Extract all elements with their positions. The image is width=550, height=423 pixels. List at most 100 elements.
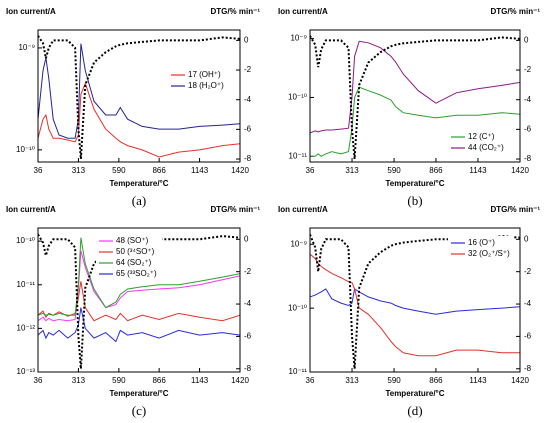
x-tick-label: 1143: [469, 166, 487, 175]
x-tick-label: 36: [34, 166, 43, 175]
y-tick-label: 10⁻⁹: [290, 239, 307, 248]
y2-tick-label: -2: [524, 267, 532, 276]
y-tick-label: 10⁻¹¹: [17, 280, 36, 289]
y-tick-label: 10⁻⁹: [18, 43, 35, 52]
series-line: [310, 253, 520, 357]
y-tick-label: 10⁻¹³: [17, 367, 36, 376]
series-line: [310, 86, 520, 157]
y-tick-label: 10⁻⁹: [290, 34, 307, 43]
x-axis-title: Temperature/°C: [109, 389, 168, 398]
legend-label: 44 (CO₂⁺): [468, 143, 504, 152]
y2-tick-label: -2: [244, 65, 252, 74]
x-tick-label: 1420: [511, 376, 529, 385]
y2-tick-label: 0: [244, 35, 249, 44]
y2-tick-label: -2: [524, 65, 532, 74]
series-line: [38, 43, 240, 139]
legend-label: 17 (OH⁺): [188, 70, 221, 79]
y2-tick-label: -6: [244, 332, 252, 341]
y2-tick-label: -4: [244, 95, 252, 104]
y-axis-title: Ion current/A: [6, 205, 56, 214]
y2-tick-label: -8: [524, 364, 532, 373]
y2-tick-label: -4: [524, 95, 532, 104]
x-tick-label: 36: [306, 376, 315, 385]
y2-tick-label: -6: [244, 124, 252, 133]
panel-label: (c): [132, 403, 146, 418]
x-tick-label: 590: [112, 166, 126, 175]
y2-tick-label: -4: [524, 299, 532, 308]
dtg-line: [310, 234, 520, 369]
x-tick-label: 1143: [469, 376, 487, 385]
x-tick-label: 590: [387, 376, 401, 385]
legend-label: 48 (SO⁺): [116, 236, 149, 245]
series-line: [310, 40, 520, 134]
x-tick-label: 866: [152, 166, 166, 175]
series-line: [310, 288, 520, 315]
x-axis-title: Temperature/°C: [109, 179, 168, 188]
legend-box: [448, 236, 514, 262]
x-axis-title: Temperature/°C: [385, 389, 444, 398]
y-tick-label: 10⁻¹¹: [289, 151, 308, 160]
y2-tick-label: -8: [244, 364, 252, 373]
y2-tick-label: 0: [524, 234, 529, 243]
plot-frame: [309, 29, 521, 163]
x-tick-label: 590: [112, 376, 126, 385]
series-line: [38, 307, 240, 343]
x-tick-label: 313: [72, 166, 86, 175]
x-tick-label: 1420: [231, 376, 249, 385]
x-tick-label: 313: [345, 166, 359, 175]
y-tick-label: 10⁻¹¹: [289, 367, 308, 376]
legend-label: 12 (C⁺): [468, 132, 495, 141]
dtg-line: [310, 35, 520, 160]
x-tick-label: 1420: [511, 166, 529, 175]
series-line: [38, 250, 240, 322]
x-tick-label: 36: [306, 166, 315, 175]
y2-axis-title: DTG/% min⁻¹: [210, 7, 260, 16]
legend-label: 50 (³⁴SO⁺): [116, 247, 155, 256]
panel-label: (a): [132, 193, 146, 208]
panel-label: (d): [407, 403, 422, 418]
series-line: [38, 81, 240, 158]
y-tick-label: 10⁻¹⁰: [288, 93, 307, 102]
y2-tick-label: -2: [244, 267, 252, 276]
y-axis-title: Ion current/A: [278, 7, 328, 16]
x-tick-label: 313: [345, 376, 359, 385]
y-tick-label: 10⁻¹⁰: [16, 145, 35, 154]
panel-label: (b): [407, 193, 422, 208]
plot-frame: [309, 227, 521, 373]
dtg-line: [38, 233, 240, 369]
y-axis-title: Ion current/A: [6, 7, 56, 16]
x-tick-label: 36: [34, 376, 43, 385]
y-tick-label: 10⁻¹²: [17, 323, 36, 332]
legend-box: [168, 68, 234, 94]
y2-tick-label: -8: [524, 154, 532, 163]
legend-label: 32 (O₂⁺/S⁺): [468, 249, 510, 258]
x-tick-label: 866: [152, 376, 166, 385]
legend-label: 18 (H₂O⁺): [188, 81, 224, 90]
y2-axis-title: DTG/% min⁻¹: [490, 205, 540, 214]
x-tick-label: 866: [429, 376, 443, 385]
legend-label: 16 (O⁺): [468, 238, 495, 247]
x-tick-label: 313: [72, 376, 86, 385]
y2-tick-label: -6: [524, 332, 532, 341]
x-tick-label: 1143: [191, 166, 209, 175]
y2-axis-title: DTG/% min⁻¹: [490, 7, 540, 16]
plot-frame: [37, 227, 241, 373]
y2-tick-label: -4: [244, 299, 252, 308]
x-tick-label: 1143: [191, 376, 209, 385]
y-tick-label: 10⁻¹⁰: [16, 236, 35, 245]
legend-label: 64 (SO₂⁺): [116, 258, 152, 267]
y-tick-label: 10⁻¹⁰: [288, 303, 307, 312]
legend-label: 65 (³³SO₂⁺): [116, 269, 157, 278]
y2-tick-label: -8: [244, 154, 252, 163]
legend-box: [448, 130, 514, 156]
x-tick-label: 590: [387, 166, 401, 175]
y-axis-title: Ion current/A: [278, 205, 328, 214]
y2-tick-label: 0: [244, 234, 249, 243]
x-tick-label: 866: [429, 166, 443, 175]
y2-tick-label: 0: [524, 35, 529, 44]
y2-axis-title: DTG/% min⁻¹: [210, 205, 260, 214]
x-axis-title: Temperature/°C: [385, 179, 444, 188]
plot-frame: [37, 29, 241, 163]
y2-tick-label: -6: [524, 124, 532, 133]
